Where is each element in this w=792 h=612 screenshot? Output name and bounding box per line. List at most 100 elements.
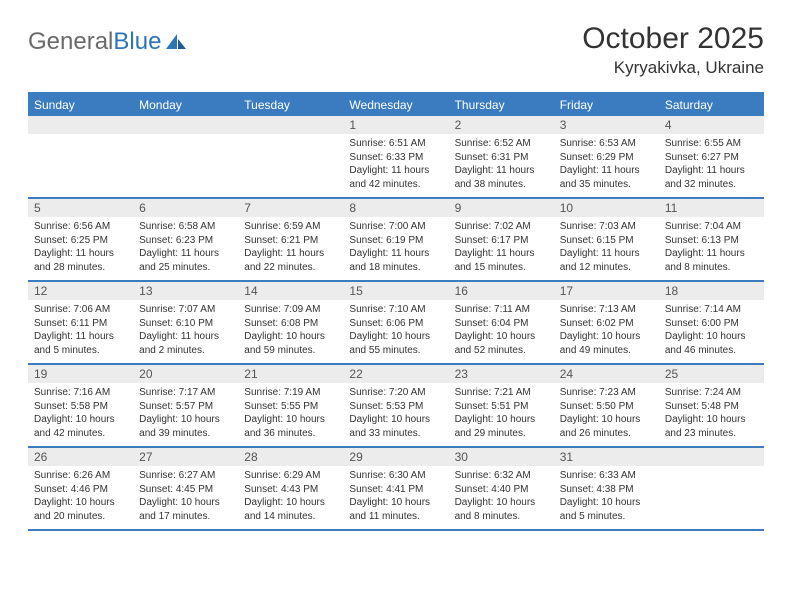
day-details: Sunrise: 7:00 AMSunset: 6:19 PMDaylight:… bbox=[343, 217, 448, 280]
calendar-cell: 12Sunrise: 7:06 AMSunset: 6:11 PMDayligh… bbox=[28, 282, 133, 363]
daylight-line: Daylight: 10 hours and 17 minutes. bbox=[139, 496, 232, 523]
sunrise-line: Sunrise: 6:32 AM bbox=[455, 469, 548, 483]
day-details: Sunrise: 7:17 AMSunset: 5:57 PMDaylight:… bbox=[133, 383, 238, 446]
calendar-cell: 28Sunrise: 6:29 AMSunset: 4:43 PMDayligh… bbox=[238, 448, 343, 529]
day-number: 9 bbox=[449, 199, 554, 217]
sunrise-line: Sunrise: 7:16 AM bbox=[34, 386, 127, 400]
sunset-line: Sunset: 5:58 PM bbox=[34, 400, 127, 414]
sunrise-line: Sunrise: 7:23 AM bbox=[560, 386, 653, 400]
sunset-line: Sunset: 6:21 PM bbox=[244, 234, 337, 248]
daylight-line: Daylight: 10 hours and 49 minutes. bbox=[560, 330, 653, 357]
calendar-cell: 21Sunrise: 7:19 AMSunset: 5:55 PMDayligh… bbox=[238, 365, 343, 446]
calendar-page: GeneralBlue October 2025 Kyryakivka, Ukr… bbox=[0, 0, 792, 541]
daylight-line: Daylight: 11 hours and 2 minutes. bbox=[139, 330, 232, 357]
day-details: Sunrise: 7:13 AMSunset: 6:02 PMDaylight:… bbox=[554, 300, 659, 363]
daylight-line: Daylight: 10 hours and 33 minutes. bbox=[349, 413, 442, 440]
week-row: 19Sunrise: 7:16 AMSunset: 5:58 PMDayligh… bbox=[28, 365, 764, 448]
calendar-cell: 29Sunrise: 6:30 AMSunset: 4:41 PMDayligh… bbox=[343, 448, 448, 529]
sunset-line: Sunset: 6:00 PM bbox=[665, 317, 758, 331]
daylight-line: Daylight: 10 hours and 8 minutes. bbox=[455, 496, 548, 523]
calendar-cell: 11Sunrise: 7:04 AMSunset: 6:13 PMDayligh… bbox=[659, 199, 764, 280]
daylight-line: Daylight: 10 hours and 55 minutes. bbox=[349, 330, 442, 357]
daylight-line: Daylight: 11 hours and 42 minutes. bbox=[349, 164, 442, 191]
day-number: 7 bbox=[238, 199, 343, 217]
daylight-line: Daylight: 11 hours and 28 minutes. bbox=[34, 247, 127, 274]
sunrise-line: Sunrise: 7:04 AM bbox=[665, 220, 758, 234]
day-number: 27 bbox=[133, 448, 238, 466]
daylight-line: Daylight: 11 hours and 35 minutes. bbox=[560, 164, 653, 191]
week-row: 5Sunrise: 6:56 AMSunset: 6:25 PMDaylight… bbox=[28, 199, 764, 282]
calendar-cell: 26Sunrise: 6:26 AMSunset: 4:46 PMDayligh… bbox=[28, 448, 133, 529]
calendar-cell: 16Sunrise: 7:11 AMSunset: 6:04 PMDayligh… bbox=[449, 282, 554, 363]
sunrise-line: Sunrise: 6:59 AM bbox=[244, 220, 337, 234]
day-details: Sunrise: 6:32 AMSunset: 4:40 PMDaylight:… bbox=[449, 466, 554, 529]
calendar-cell bbox=[28, 116, 133, 197]
calendar-cell bbox=[238, 116, 343, 197]
sunrise-line: Sunrise: 6:29 AM bbox=[244, 469, 337, 483]
calendar-cell: 18Sunrise: 7:14 AMSunset: 6:00 PMDayligh… bbox=[659, 282, 764, 363]
calendar-cell: 31Sunrise: 6:33 AMSunset: 4:38 PMDayligh… bbox=[554, 448, 659, 529]
sunset-line: Sunset: 6:02 PM bbox=[560, 317, 653, 331]
daylight-line: Daylight: 10 hours and 42 minutes. bbox=[34, 413, 127, 440]
daylight-line: Daylight: 10 hours and 14 minutes. bbox=[244, 496, 337, 523]
sunrise-line: Sunrise: 7:21 AM bbox=[455, 386, 548, 400]
day-number: 8 bbox=[343, 199, 448, 217]
day-details: Sunrise: 7:23 AMSunset: 5:50 PMDaylight:… bbox=[554, 383, 659, 446]
daylight-line: Daylight: 10 hours and 36 minutes. bbox=[244, 413, 337, 440]
daylight-line: Daylight: 10 hours and 20 minutes. bbox=[34, 496, 127, 523]
sunrise-line: Sunrise: 7:00 AM bbox=[349, 220, 442, 234]
day-details: Sunrise: 7:19 AMSunset: 5:55 PMDaylight:… bbox=[238, 383, 343, 446]
sunrise-line: Sunrise: 7:07 AM bbox=[139, 303, 232, 317]
daylight-line: Daylight: 11 hours and 18 minutes. bbox=[349, 247, 442, 274]
daylight-line: Daylight: 10 hours and 5 minutes. bbox=[560, 496, 653, 523]
day-number: 3 bbox=[554, 116, 659, 134]
sunset-line: Sunset: 5:57 PM bbox=[139, 400, 232, 414]
day-number: 28 bbox=[238, 448, 343, 466]
calendar-cell: 6Sunrise: 6:58 AMSunset: 6:23 PMDaylight… bbox=[133, 199, 238, 280]
sunset-line: Sunset: 6:23 PM bbox=[139, 234, 232, 248]
sunset-line: Sunset: 6:29 PM bbox=[560, 151, 653, 165]
calendar-cell: 7Sunrise: 6:59 AMSunset: 6:21 PMDaylight… bbox=[238, 199, 343, 280]
month-title: October 2025 bbox=[582, 22, 764, 56]
daylight-line: Daylight: 10 hours and 29 minutes. bbox=[455, 413, 548, 440]
calendar-cell: 15Sunrise: 7:10 AMSunset: 6:06 PMDayligh… bbox=[343, 282, 448, 363]
day-number: 4 bbox=[659, 116, 764, 134]
day-header-tue: Tuesday bbox=[238, 94, 343, 116]
day-header-mon: Monday bbox=[133, 94, 238, 116]
sunrise-line: Sunrise: 7:03 AM bbox=[560, 220, 653, 234]
sunset-line: Sunset: 6:17 PM bbox=[455, 234, 548, 248]
day-details: Sunrise: 6:58 AMSunset: 6:23 PMDaylight:… bbox=[133, 217, 238, 280]
day-number: 30 bbox=[449, 448, 554, 466]
day-number: 29 bbox=[343, 448, 448, 466]
day-number: 6 bbox=[133, 199, 238, 217]
day-details: Sunrise: 7:20 AMSunset: 5:53 PMDaylight:… bbox=[343, 383, 448, 446]
sunrise-line: Sunrise: 6:26 AM bbox=[34, 469, 127, 483]
day-details: Sunrise: 7:06 AMSunset: 6:11 PMDaylight:… bbox=[28, 300, 133, 363]
day-header-sun: Sunday bbox=[28, 94, 133, 116]
daylight-line: Daylight: 11 hours and 8 minutes. bbox=[665, 247, 758, 274]
location-label: Kyryakivka, Ukraine bbox=[582, 58, 764, 78]
calendar-cell: 5Sunrise: 6:56 AMSunset: 6:25 PMDaylight… bbox=[28, 199, 133, 280]
daylight-line: Daylight: 10 hours and 46 minutes. bbox=[665, 330, 758, 357]
day-details: Sunrise: 7:09 AMSunset: 6:08 PMDaylight:… bbox=[238, 300, 343, 363]
calendar-cell: 13Sunrise: 7:07 AMSunset: 6:10 PMDayligh… bbox=[133, 282, 238, 363]
day-details bbox=[238, 134, 343, 192]
day-number bbox=[28, 116, 133, 134]
sunrise-line: Sunrise: 6:56 AM bbox=[34, 220, 127, 234]
calendar-cell: 1Sunrise: 6:51 AMSunset: 6:33 PMDaylight… bbox=[343, 116, 448, 197]
day-details: Sunrise: 6:56 AMSunset: 6:25 PMDaylight:… bbox=[28, 217, 133, 280]
sunrise-line: Sunrise: 7:19 AM bbox=[244, 386, 337, 400]
daylight-line: Daylight: 10 hours and 39 minutes. bbox=[139, 413, 232, 440]
day-number: 25 bbox=[659, 365, 764, 383]
calendar-cell: 8Sunrise: 7:00 AMSunset: 6:19 PMDaylight… bbox=[343, 199, 448, 280]
daylight-line: Daylight: 10 hours and 26 minutes. bbox=[560, 413, 653, 440]
sunrise-line: Sunrise: 6:30 AM bbox=[349, 469, 442, 483]
sunset-line: Sunset: 5:51 PM bbox=[455, 400, 548, 414]
calendar-cell: 20Sunrise: 7:17 AMSunset: 5:57 PMDayligh… bbox=[133, 365, 238, 446]
day-number: 22 bbox=[343, 365, 448, 383]
sunrise-line: Sunrise: 6:27 AM bbox=[139, 469, 232, 483]
sunset-line: Sunset: 6:25 PM bbox=[34, 234, 127, 248]
day-header-fri: Friday bbox=[554, 94, 659, 116]
day-header-row: Sunday Monday Tuesday Wednesday Thursday… bbox=[28, 94, 764, 116]
sunrise-line: Sunrise: 6:58 AM bbox=[139, 220, 232, 234]
